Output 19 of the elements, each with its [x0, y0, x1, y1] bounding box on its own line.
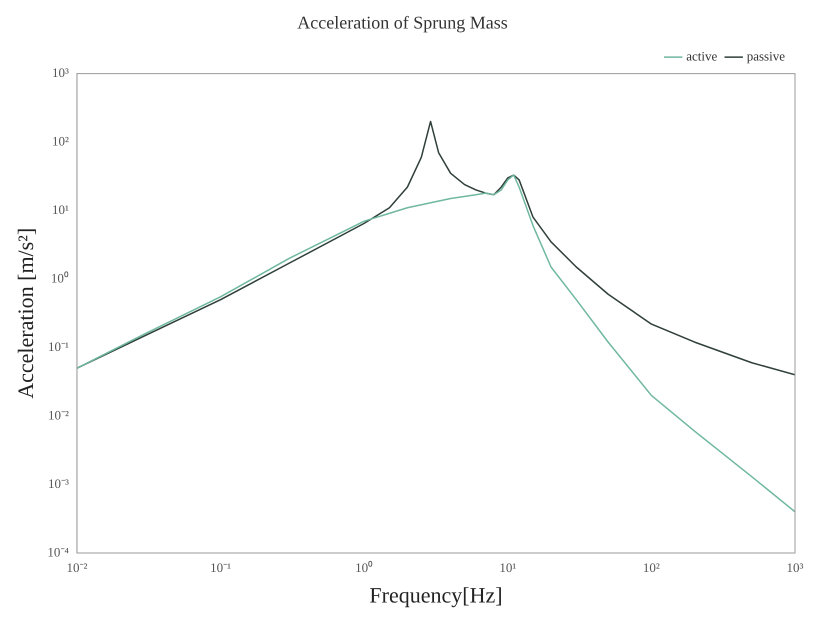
- y-tick-label: 10⁻¹: [48, 338, 70, 354]
- legend-label: passive: [746, 48, 786, 64]
- y-axis-title: Acceleration [m/s²]: [12, 228, 38, 399]
- y-tick-label: 10²: [52, 134, 70, 149]
- x-tick-label: 10¹: [499, 560, 516, 576]
- x-tick-label: 10⁻²: [66, 560, 88, 576]
- x-tick-label: 10³: [786, 560, 804, 576]
- y-tick-label: 10⁻³: [48, 476, 70, 491]
- y-tick-label: 10⁻⁴: [47, 544, 70, 560]
- x-tick-label: 10⁰: [355, 560, 374, 576]
- x-tick-label: 10²: [642, 560, 660, 576]
- chart-title: Acceleration of Sprung Mass: [297, 12, 508, 33]
- y-tick-label: 10⁰: [50, 270, 69, 286]
- y-tick-label: 10³: [52, 65, 70, 80]
- x-tick-label: 10⁻¹: [210, 560, 232, 576]
- legend-label: active: [686, 48, 718, 64]
- y-tick-label: 10¹: [52, 202, 70, 217]
- y-tick-label: 10⁻²: [48, 407, 70, 422]
- x-axis-title: Frequency[Hz]: [369, 582, 503, 608]
